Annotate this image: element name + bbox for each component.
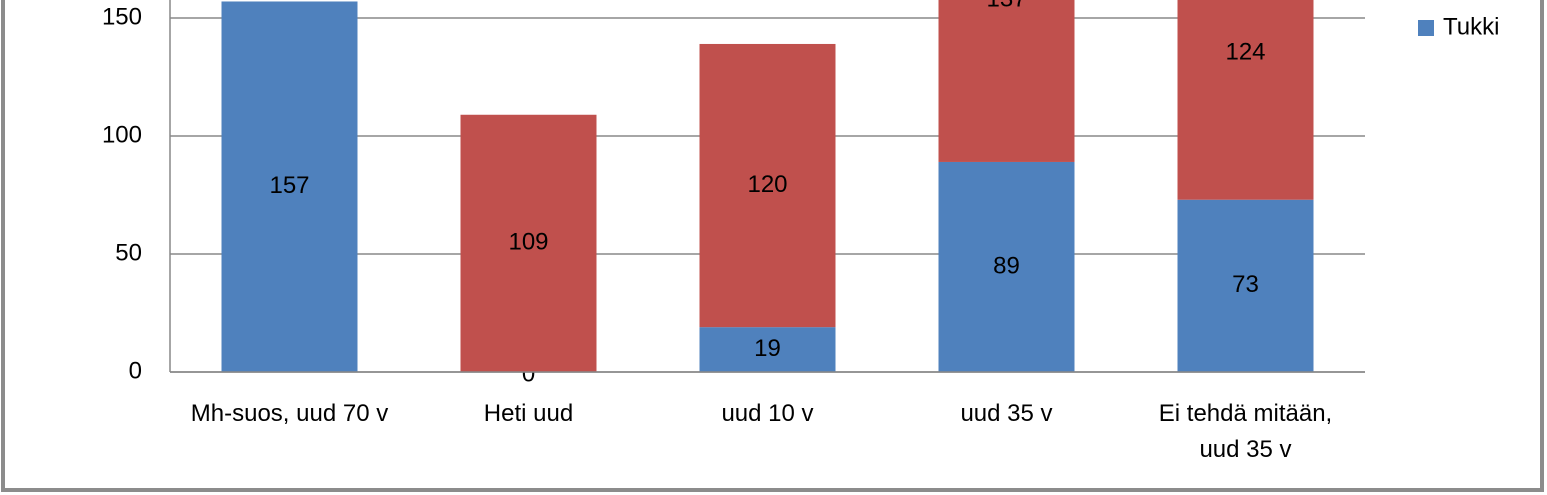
data-label: 73 xyxy=(1232,271,1259,298)
data-label: 124 xyxy=(1225,39,1265,66)
bar-segment xyxy=(938,0,1075,162)
bar-segment xyxy=(221,1,358,372)
bar-segment xyxy=(1177,0,1314,200)
y-tick-label: 150 xyxy=(102,3,142,30)
bar-segment xyxy=(938,161,1075,372)
y-tick-label: 50 xyxy=(115,239,142,266)
data-label: 157 xyxy=(269,172,309,199)
bar-segment xyxy=(699,327,836,372)
x-tick-label: Ei tehdä mitään, uud 35 v xyxy=(1158,400,1333,463)
y-tick-label: 100 xyxy=(102,121,142,148)
bar-segment xyxy=(1177,199,1314,372)
x-tick-label: uud 10 v xyxy=(721,400,814,427)
x-tick-label: Mh-suos, uud 70 v xyxy=(190,400,389,427)
data-label: 109 xyxy=(508,229,548,256)
x-tick-label: uud 35 v xyxy=(960,400,1053,427)
x-tick-label: Heti uud xyxy=(483,400,574,427)
bar-segment xyxy=(699,43,836,328)
data-label: 89 xyxy=(993,252,1020,279)
data-label: 120 xyxy=(747,171,787,198)
legend-label: Tukki xyxy=(1443,13,1499,40)
bar-segment xyxy=(460,114,597,372)
y-tick-label: 0 xyxy=(129,357,142,384)
data-label: 137 xyxy=(986,0,1026,13)
data-label: 19 xyxy=(754,335,781,362)
legend-swatch xyxy=(1418,20,1434,36)
